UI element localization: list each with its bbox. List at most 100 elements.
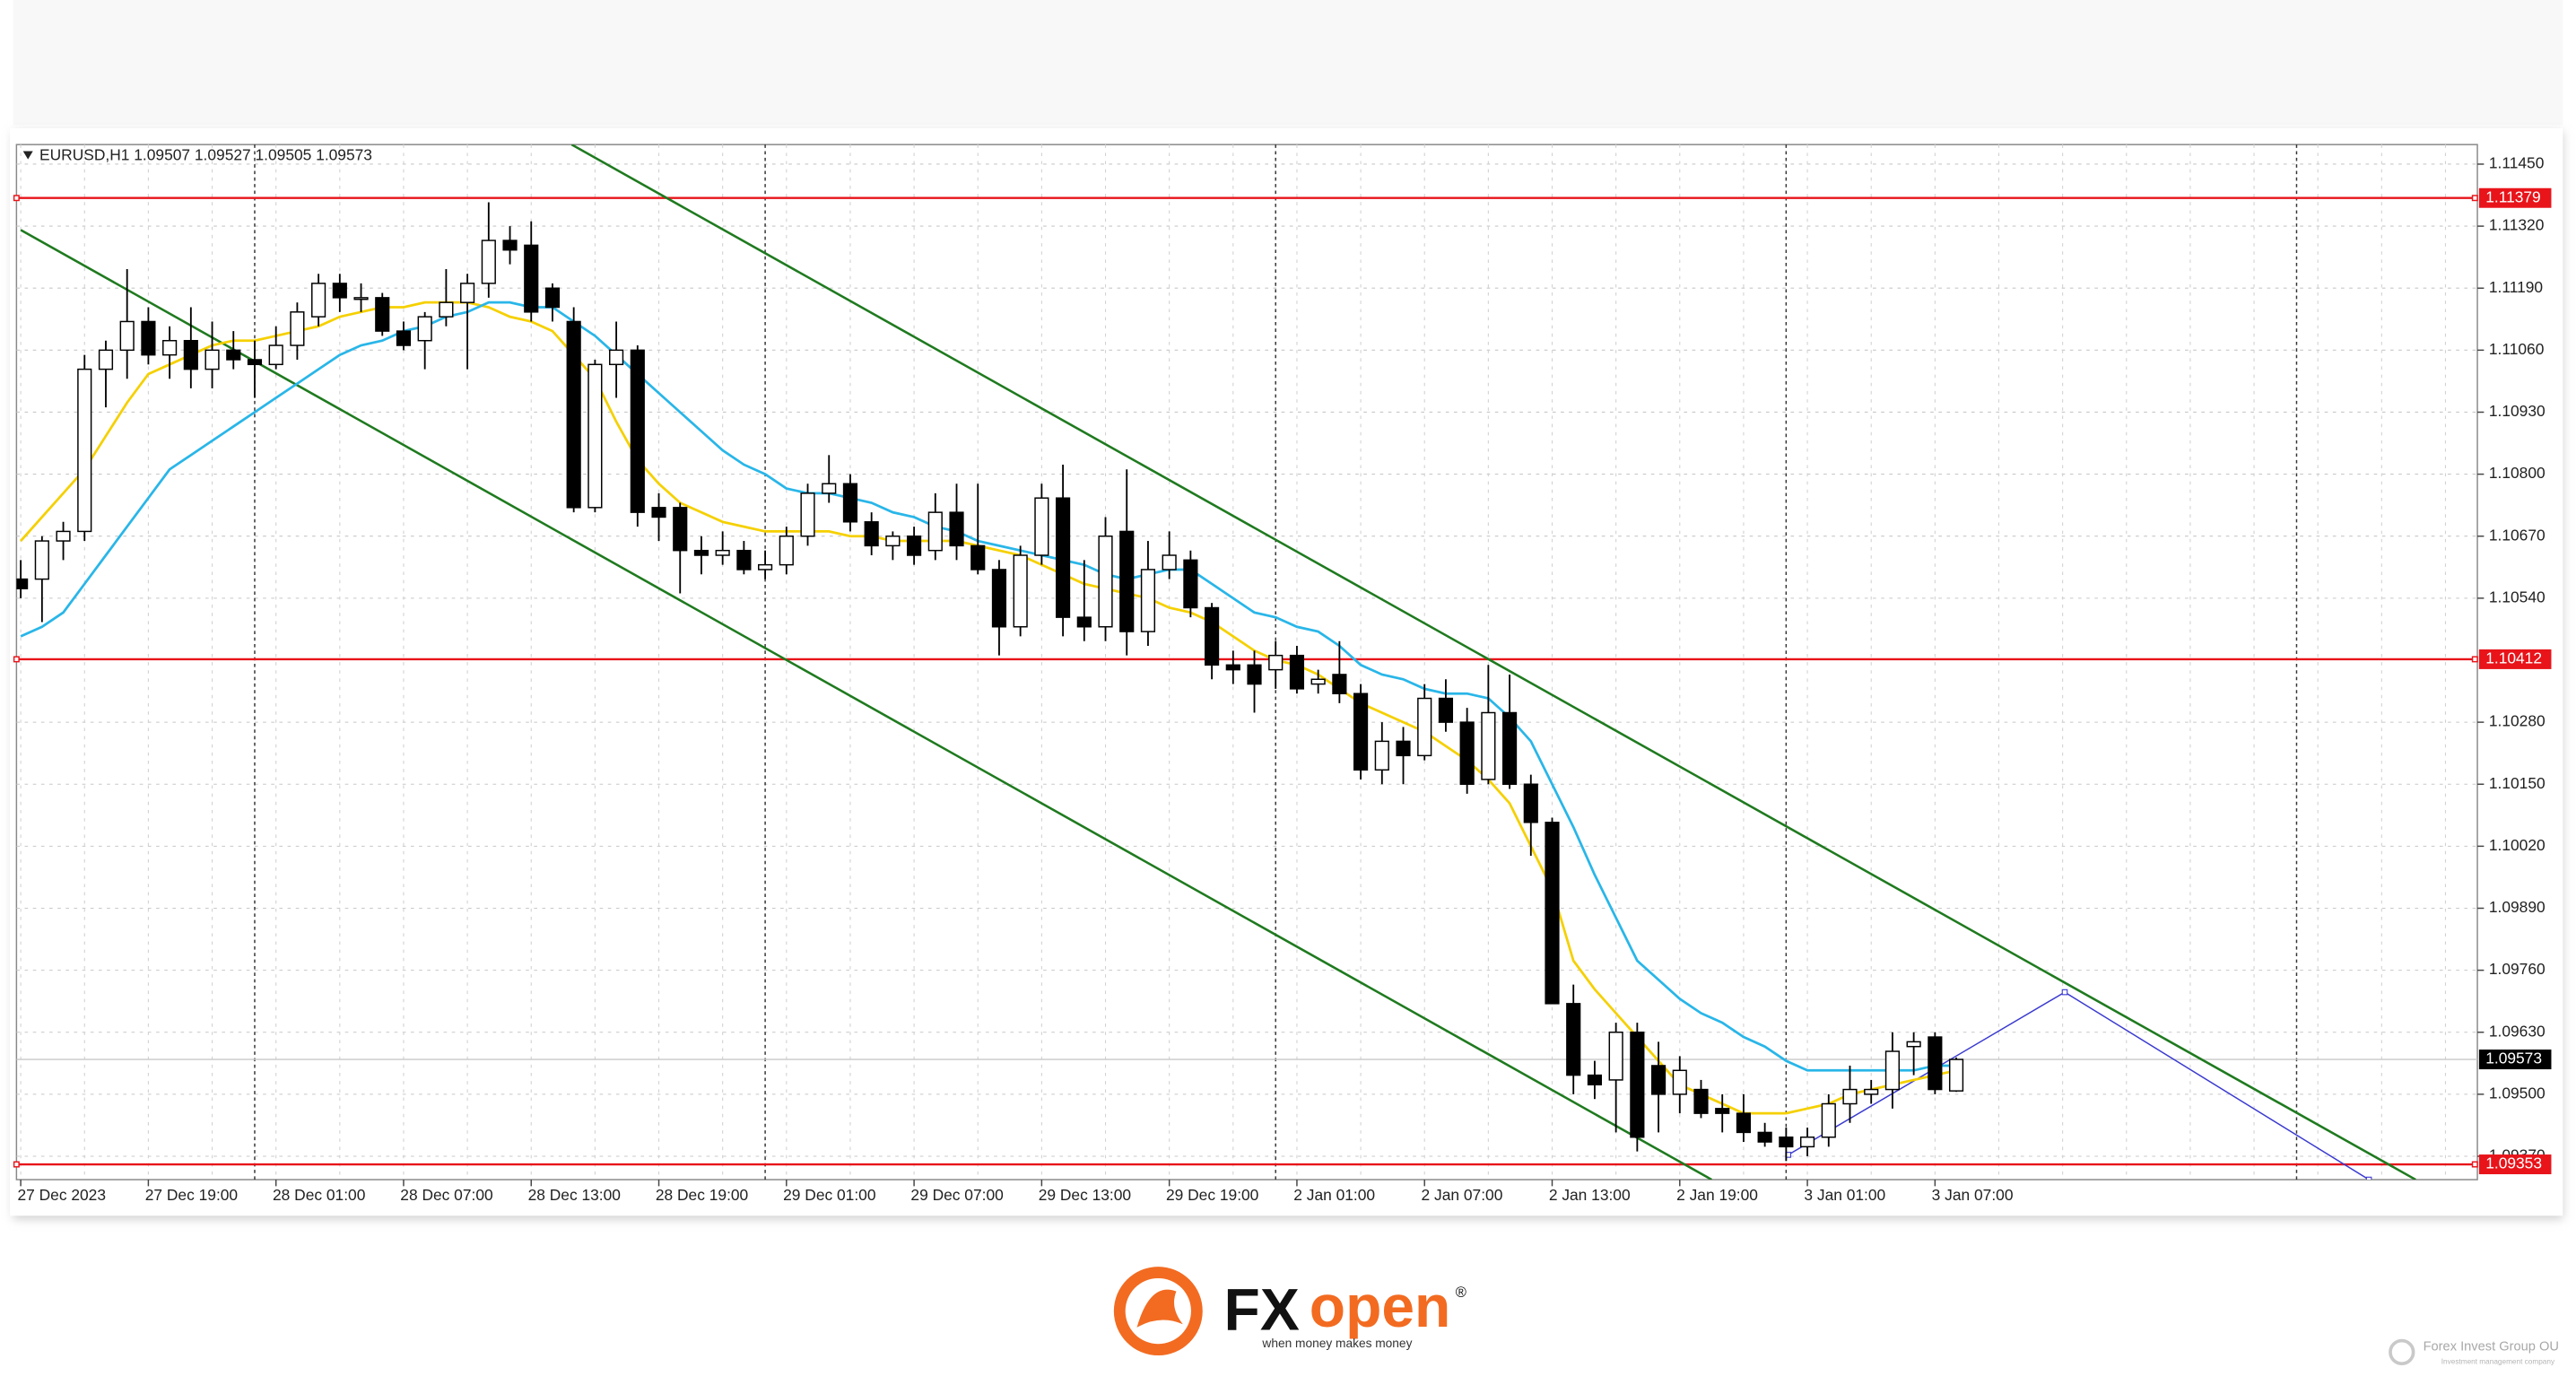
candle-body (1779, 1136, 1794, 1148)
candle-body (119, 320, 135, 352)
candle-body (907, 536, 922, 556)
candle-body (1757, 1131, 1772, 1143)
x-tick-label: 29 Dec 01:00 (783, 1186, 875, 1204)
candle-body (1204, 606, 1220, 666)
candle-body (1501, 711, 1518, 785)
y-tick-label: 1.10800 (2489, 464, 2546, 482)
x-tick-label: 28 Dec 19:00 (656, 1186, 748, 1204)
top-band (13, 0, 2563, 126)
candle-body (16, 578, 29, 589)
x-tick-label: 2 Jan 07:00 (1422, 1186, 1503, 1204)
candle-body (332, 283, 347, 299)
candle-body (247, 359, 263, 366)
y-tick-label: 1.10930 (2489, 402, 2546, 420)
candle-body (1268, 654, 1284, 671)
candle-body (1289, 654, 1305, 690)
candle-body (34, 540, 49, 580)
candle-body (375, 297, 390, 332)
trendline (20, 229, 1712, 1180)
candle-body (1630, 1032, 1645, 1138)
watermark-icon (2389, 1338, 2415, 1366)
watermark-sub: Investment management company (2441, 1358, 2555, 1366)
candle-body (822, 483, 837, 494)
level-handle (13, 195, 20, 202)
x-tick-label: 2 Jan 13:00 (1549, 1186, 1631, 1204)
level-box (2478, 649, 2552, 669)
candle-body (693, 549, 709, 556)
level-label: 1.11379 (2485, 187, 2541, 205)
x-tick-label: 27 Dec 2023 (17, 1186, 106, 1204)
candle-body (842, 483, 858, 523)
x-tick-label: 3 Jan 01:00 (1804, 1186, 1885, 1204)
candle-body (1566, 1003, 1581, 1076)
menu-arrow[interactable] (22, 151, 33, 160)
current-price-box (2478, 1050, 2552, 1070)
y-tick-label: 1.09630 (2489, 1022, 2546, 1040)
y-tick-label: 1.10020 (2489, 836, 2546, 854)
plot (16, 144, 2478, 1180)
candle-body (1672, 1069, 1687, 1095)
candle-body (1247, 664, 1262, 685)
candle-body (1438, 697, 1454, 723)
y-tick-label: 1.10540 (2489, 588, 2546, 605)
candle-body (311, 283, 326, 318)
y-tick-label: 1.11320 (2489, 216, 2545, 234)
x-tick-label: 2 Jan 01:00 (1293, 1186, 1375, 1204)
candle-body (1076, 616, 1092, 628)
candle-body (396, 330, 412, 346)
candle-body (736, 549, 752, 571)
level-label: 1.10412 (2485, 649, 2542, 667)
candle-body (1948, 1058, 1964, 1092)
x-tick-label: 28 Dec 13:00 (528, 1186, 621, 1204)
candle-body (56, 530, 71, 542)
candle-body (1417, 697, 1432, 757)
candle-body (353, 297, 369, 301)
x-tick-label: 29 Dec 19:00 (1166, 1186, 1258, 1204)
level-handle (2471, 195, 2478, 202)
x-tick-label: 29 Dec 13:00 (1039, 1186, 1131, 1204)
candle-body (758, 563, 773, 571)
candle-body (970, 544, 986, 571)
y-tick-label: 1.10150 (2489, 774, 2546, 792)
x-tick-label: 3 Jan 07:00 (1932, 1186, 2014, 1204)
candle-body (1162, 554, 1177, 571)
candle-body (864, 521, 879, 547)
candle-body (1119, 530, 1135, 632)
candle-body (1310, 678, 1326, 685)
candle-body (1545, 822, 1560, 1005)
candle-body (1650, 1065, 1667, 1095)
candle-body (673, 507, 688, 552)
candle-body (1842, 1088, 1858, 1105)
candle-body (98, 349, 114, 370)
trendline-handle (2061, 989, 2068, 996)
candle-body (715, 549, 730, 556)
candle-body (1481, 711, 1496, 780)
y-tick-label: 1.09760 (2489, 960, 2546, 978)
candle-body (439, 301, 454, 318)
candle-body (1799, 1136, 1815, 1148)
candle-body (226, 349, 241, 361)
candle-body (1013, 554, 1028, 628)
candle-body (1928, 1036, 1943, 1091)
candle-body (460, 283, 475, 303)
candle-body (1715, 1108, 1730, 1114)
y-tick-label: 1.11060 (2489, 340, 2545, 358)
candle-body (524, 244, 539, 313)
candle-body (1736, 1112, 1752, 1134)
candle-body (1225, 664, 1240, 671)
x-tick-label: 2 Jan 19:00 (1676, 1186, 1758, 1204)
candle-body (1459, 721, 1475, 785)
candle-body (1034, 497, 1049, 556)
candle-body (1098, 536, 1113, 628)
candle-body (1693, 1088, 1709, 1114)
y-tick-label: 1.10670 (2489, 526, 2546, 544)
level-handle (2471, 656, 2478, 663)
candle-body (1374, 740, 1389, 771)
candle-body (162, 339, 178, 356)
candle-body (949, 511, 964, 547)
candle-body (800, 492, 815, 537)
moving-average (20, 301, 1957, 1072)
candle-body (268, 344, 283, 366)
candle-body (1821, 1102, 1836, 1138)
level-handle (13, 1161, 20, 1168)
